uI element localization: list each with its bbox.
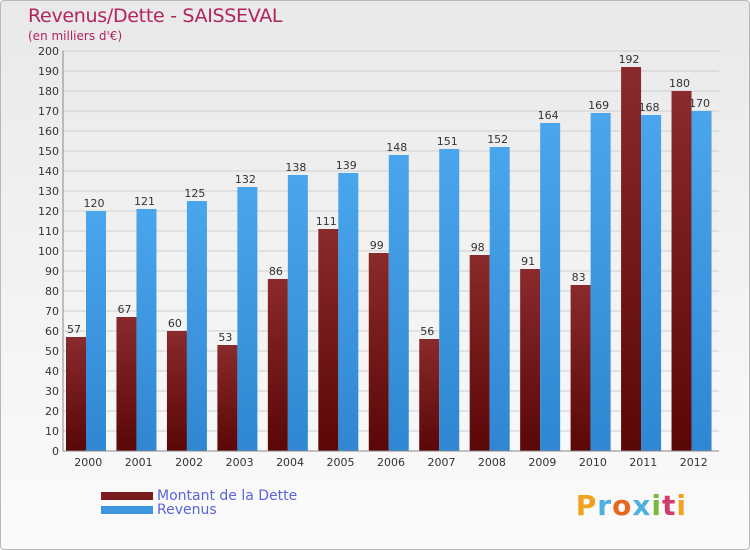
y-tick-label: 190 [38, 65, 59, 78]
bar-revenue-2009 [540, 123, 561, 451]
chart-subtitle: (en milliers d'€) [28, 29, 123, 43]
bar-revenue-2000 [86, 211, 106, 451]
y-tick-label: 170 [38, 105, 59, 118]
y-tick-label: 130 [38, 185, 59, 198]
x-tick-label: 2009 [528, 456, 556, 469]
data-label-revenue-2008: 152 [487, 133, 508, 146]
x-tick-label: 2006 [377, 456, 405, 469]
bar-debt-2011 [621, 67, 642, 451]
data-label-revenue-2011: 168 [639, 101, 660, 114]
y-tick-label: 10 [45, 425, 59, 438]
legend-swatch-revenue [101, 506, 153, 514]
data-label-debt-2000: 57 [67, 323, 81, 336]
legend-label-revenue: Revenus [157, 502, 217, 518]
bar-revenue-2003 [237, 187, 258, 451]
bar-debt-2012 [671, 91, 692, 451]
y-tick-label: 120 [38, 205, 59, 218]
data-label-debt-2007: 56 [420, 325, 434, 338]
x-tick-label: 2000 [74, 456, 102, 469]
data-label-revenue-2004: 138 [285, 161, 306, 174]
legend-swatch-debt [101, 492, 153, 500]
data-label-revenue-2012: 170 [689, 97, 710, 110]
bar-revenue-2011 [641, 115, 662, 451]
data-label-debt-2011: 192 [619, 53, 640, 66]
y-tick-label: 110 [38, 225, 59, 238]
bar-revenue-2012 [691, 111, 712, 451]
y-tick-label: 200 [38, 45, 59, 58]
y-tick-label: 180 [38, 85, 59, 98]
bar-revenue-2005 [338, 173, 359, 451]
data-label-debt-2006: 99 [370, 239, 384, 252]
data-label-revenue-2005: 139 [336, 159, 357, 172]
data-label-revenue-2007: 151 [437, 135, 458, 148]
y-tick-label: 100 [38, 245, 59, 258]
bar-debt-2003 [217, 345, 238, 451]
data-label-revenue-2001: 121 [134, 195, 155, 208]
bar-debt-2007 [419, 339, 440, 451]
bar-revenue-2001 [136, 209, 157, 451]
bar-revenue-2008 [489, 147, 510, 451]
bar-revenue-2007 [439, 149, 460, 451]
data-label-revenue-2010: 169 [588, 99, 609, 112]
x-tick-label: 2001 [125, 456, 153, 469]
y-tick-label: 30 [45, 385, 59, 398]
legend-item-revenue: Revenus [101, 502, 217, 518]
data-label-debt-2001: 67 [117, 303, 131, 316]
bar-debt-2002 [166, 331, 187, 451]
y-tick-label: 150 [38, 145, 59, 158]
data-label-debt-2009: 91 [521, 255, 535, 268]
bar-revenue-2002 [186, 201, 207, 451]
legend-item-debt: Montant de la Dette [101, 488, 297, 504]
x-tick-label: 2003 [226, 456, 254, 469]
x-tick-label: 2011 [629, 456, 657, 469]
bar-debt-2004 [267, 279, 288, 451]
data-label-revenue-2000: 120 [84, 197, 105, 210]
y-tick-label: 70 [45, 305, 59, 318]
y-tick-label: 140 [38, 165, 59, 178]
data-label-revenue-2009: 164 [538, 109, 559, 122]
data-label-revenue-2002: 125 [184, 187, 205, 200]
bar-debt-2009 [520, 269, 541, 451]
data-label-debt-2008: 98 [471, 241, 485, 254]
bar-debt-2010 [570, 285, 591, 451]
proxiti-logo: Proxiti [575, 489, 687, 522]
data-label-debt-2003: 53 [218, 331, 232, 344]
data-label-debt-2004: 86 [269, 265, 283, 278]
data-label-revenue-2006: 148 [386, 141, 407, 154]
data-label-debt-2012: 180 [669, 77, 690, 90]
y-tick-label: 90 [45, 265, 59, 278]
y-tick-label: 160 [38, 125, 59, 138]
bar-debt-2006 [368, 253, 389, 451]
chart-title: Revenus/Dette - SAISSEVAL [28, 5, 283, 27]
y-tick-label: 80 [45, 285, 59, 298]
x-tick-label: 2004 [276, 456, 304, 469]
x-tick-label: 2008 [478, 456, 506, 469]
bar-debt-2001 [116, 317, 137, 451]
y-tick-label: 20 [45, 405, 59, 418]
bar-revenue-2004 [287, 175, 308, 451]
y-tick-label: 40 [45, 365, 59, 378]
data-label-debt-2002: 60 [168, 317, 182, 330]
y-tick-label: 60 [45, 325, 59, 338]
bar-debt-2008 [469, 255, 490, 451]
x-tick-label: 2005 [327, 456, 355, 469]
legend-label-debt: Montant de la Dette [157, 488, 298, 504]
bar-revenue-2010 [590, 113, 611, 451]
x-tick-label: 2010 [579, 456, 607, 469]
bar-revenue-2006 [388, 155, 409, 451]
x-tick-label: 2002 [175, 456, 203, 469]
data-label-debt-2005: 111 [316, 215, 337, 228]
y-tick-label: 0 [52, 445, 59, 458]
x-tick-label: 2012 [680, 456, 708, 469]
x-tick-label: 2007 [427, 456, 455, 469]
y-tick-label: 50 [45, 345, 59, 358]
data-label-revenue-2003: 132 [235, 173, 256, 186]
data-label-debt-2010: 83 [572, 271, 586, 284]
bar-debt-2000 [66, 337, 86, 451]
bar-debt-2005 [318, 229, 339, 451]
